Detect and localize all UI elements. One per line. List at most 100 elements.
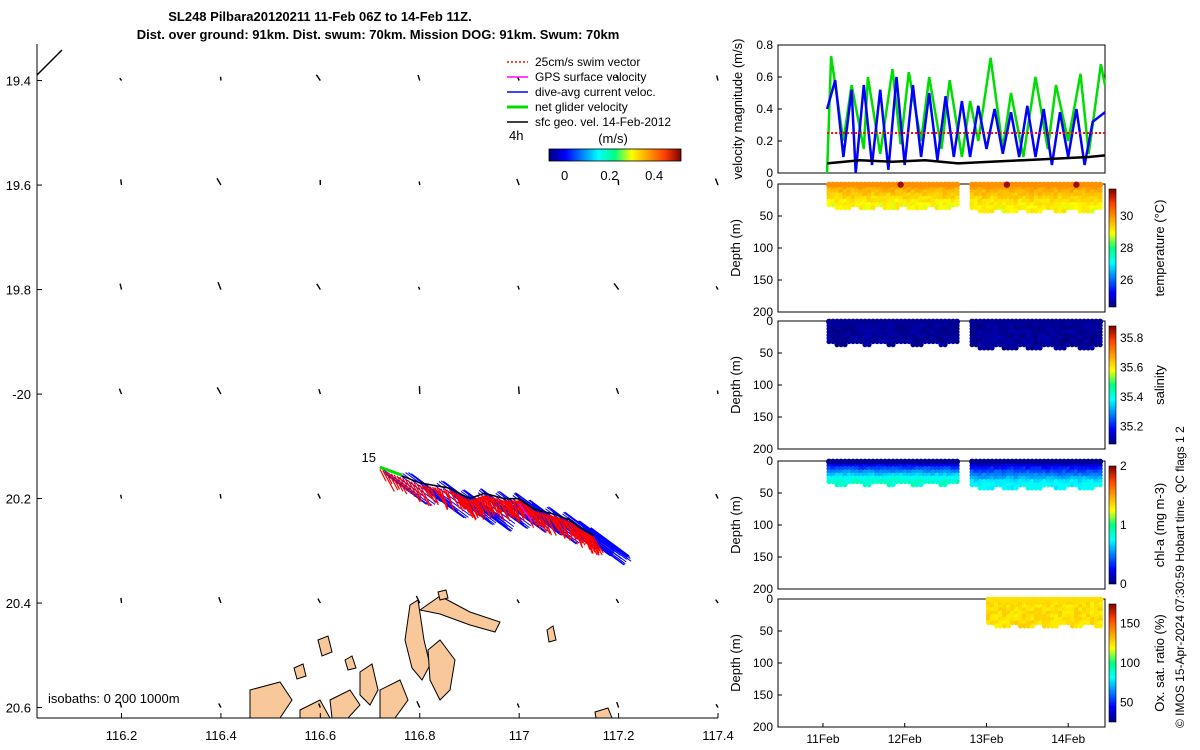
profile-colorbar-label: chl-a (mg m-3): [1152, 483, 1167, 568]
profile-sample-dot: [1077, 485, 1083, 491]
swim-vector: [468, 500, 479, 519]
profile-sample-dot: [1069, 623, 1076, 629]
profile-x-tick-label: 11Feb: [806, 732, 839, 746]
profile-colorbar-label: temperature (°C): [1152, 200, 1167, 297]
map-y-tick-label: -20: [12, 387, 31, 402]
profile-sample-dot: [954, 338, 960, 345]
swim-vector: [485, 495, 494, 513]
profile-y-tick-label: 200: [753, 442, 773, 456]
profile-sample-dot: [1065, 342, 1071, 348]
profile-sample-dot: [1049, 342, 1055, 348]
map-y-tick-label: 20.4: [6, 596, 31, 611]
profile-sample-dot: [1081, 485, 1087, 491]
current-vector: [588, 531, 628, 560]
geo-velocity-arrow: [516, 178, 520, 186]
geo-velocity-arrow: [317, 703, 321, 708]
land-mass: [329, 689, 361, 719]
swim-vector: [561, 519, 571, 541]
profile-sample-dot: [914, 205, 920, 211]
profile-sample-dot: [1085, 485, 1091, 491]
land-mass: [359, 663, 379, 706]
profile-sample-dot: [1097, 596, 1104, 603]
profile-sample-dot: [1005, 345, 1011, 351]
profile-y-tick-label: 150: [753, 550, 773, 564]
land-mass: [344, 655, 357, 671]
time-label: 4h: [509, 128, 523, 143]
velocity-panel: 0 0.2 0.4 0.6 0.8 velocity magnitude (m/s): [730, 38, 1107, 180]
swim-vector: [481, 495, 492, 513]
geo-velocity-arrow: [616, 701, 620, 708]
geo-velocity-arrow: [417, 74, 421, 81]
geo-velocity-arrow: [714, 178, 719, 186]
profile-sample-dot: [1029, 345, 1035, 351]
profile-sample-dot: [1033, 345, 1039, 351]
profile-sample-dot: [918, 482, 924, 488]
profile-sample-dot: [870, 205, 876, 211]
profile-sample-dot: [922, 205, 928, 211]
profile-colorbar-tick-label: 2: [1120, 459, 1127, 473]
land-mass: [379, 679, 409, 719]
profile-sample-dot: [1065, 482, 1071, 488]
profile-sample-dot: [989, 208, 995, 214]
profile-hot-spot: [897, 181, 904, 188]
map-x-tick-label: 117.4: [702, 728, 734, 743]
profile-colorbar-tick-label: 50: [1120, 695, 1134, 709]
copyright-text: © IMOS 15-Apr-2024 07:30:59 Hobart time.…: [1173, 426, 1187, 728]
map-x-tick-label: 116.6: [305, 728, 337, 743]
profile-y-tick-label: 100: [753, 241, 773, 255]
profile-sample-dot: [870, 338, 876, 345]
profile-sample-dot: [850, 338, 856, 345]
profile-sample-dot: [954, 318, 961, 325]
profile-sample-dot: [1017, 482, 1023, 488]
velocity-y-axis-label: velocity magnitude (m/s): [730, 39, 745, 180]
profile-colorbar: [1108, 603, 1117, 723]
profile-sample-dot: [838, 482, 844, 488]
profile-sample-dot: [1021, 342, 1027, 348]
profile-x-tick-label: 14Feb: [1051, 732, 1085, 746]
velocity-y-tick-label: 0: [766, 166, 773, 180]
colorbar-tick-label: 0.2: [600, 168, 618, 183]
map-y-tick-label: 19.8: [6, 283, 31, 298]
swim-vector: [440, 488, 449, 510]
profile-sample-dot: [1017, 342, 1023, 348]
profile-sample-dot: [977, 485, 983, 491]
profile-sample-dot: [969, 342, 975, 348]
profile-sample-dot: [954, 181, 961, 188]
profile-y-tick-label: 0: [766, 454, 773, 468]
profile-sample-dot: [1057, 485, 1063, 491]
profile-sample-dot: [1049, 623, 1056, 629]
swim-vector: [419, 484, 432, 507]
profile-sample-dot: [846, 478, 852, 485]
profile-sample-dot: [1029, 485, 1035, 491]
profile-sample-dot: [898, 478, 904, 485]
profile-sample-dot: [1077, 623, 1084, 629]
glider-track-line: [379, 466, 595, 536]
profile-sample-dot: [1085, 345, 1091, 351]
geo-velocity-arrow: [216, 387, 222, 395]
profile-sample-dot: [854, 201, 860, 208]
profile-sample-dot: [1045, 342, 1051, 348]
swim-vector: [555, 516, 566, 539]
swim-vector: [512, 500, 521, 523]
geo-velocity-arrow: [516, 599, 520, 604]
swim-vector: [385, 471, 393, 485]
velocity-series-line: [825, 76, 1106, 174]
geo-velocity-arrow: [716, 75, 719, 81]
land-mass: [546, 625, 557, 643]
profile-sample-dot: [1065, 620, 1072, 626]
profile-sample-dot: [930, 201, 936, 208]
profile-sample-dot: [862, 205, 868, 211]
swim-vector: [573, 524, 586, 546]
swim-vector: [503, 500, 514, 518]
profile-sample-dot: [830, 478, 836, 485]
swim-vector: [578, 528, 587, 545]
profile-sample-dot: [878, 201, 884, 208]
profile-sample-dot: [894, 338, 900, 345]
swim-vector: [434, 487, 445, 504]
profile-sample-dot: [874, 338, 880, 345]
profile-sample-dot: [942, 342, 948, 348]
velocity-series-line: [826, 154, 1106, 165]
profile-y-axis-label: Depth (m): [728, 356, 743, 414]
profile-sample-dot: [1041, 482, 1047, 488]
